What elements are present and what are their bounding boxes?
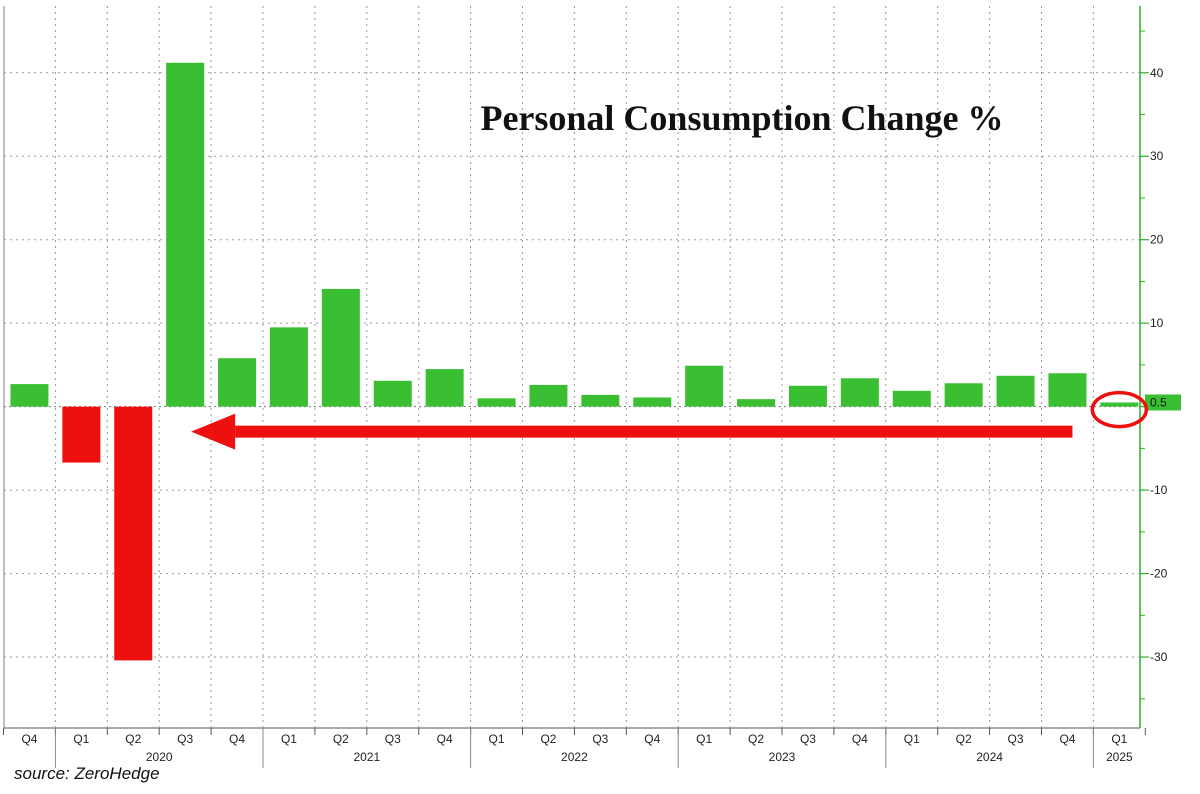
bar: [529, 384, 568, 407]
x-tick-label: Q3: [1008, 732, 1024, 746]
x-tick-label: Q3: [385, 732, 401, 746]
bar: [581, 394, 620, 407]
x-tick-label: Q3: [800, 732, 816, 746]
x-tick-label: Q1: [489, 732, 505, 746]
x-tick-label: Q4: [229, 732, 245, 746]
bar: [62, 406, 101, 463]
bar: [633, 397, 672, 407]
year-label: 2025: [1106, 750, 1133, 764]
y-tick-label: 20: [1150, 233, 1164, 247]
y-tick-label: -30: [1150, 650, 1168, 664]
bar: [685, 365, 724, 407]
year-label: 2023: [769, 750, 796, 764]
source-note: source: ZeroHedge: [14, 764, 160, 783]
y-tick-label: 40: [1150, 66, 1164, 80]
y-tick-label: 30: [1150, 149, 1164, 163]
annotation-circle: [1090, 390, 1149, 429]
bar: [1100, 402, 1139, 407]
chart-title: Personal Consumption Change %: [480, 98, 1003, 138]
bar: [1048, 373, 1087, 407]
x-tick-label: Q4: [1059, 732, 1075, 746]
x-tick-label: Q2: [956, 732, 972, 746]
last-value-tag: [1145, 394, 1181, 411]
x-tick-label: Q4: [644, 732, 660, 746]
bar: [269, 327, 308, 407]
bar: [218, 358, 257, 407]
bar: [840, 378, 879, 407]
last-value-label: 0.5: [1150, 395, 1167, 409]
bar: [425, 369, 464, 407]
x-tick-label: Q2: [333, 732, 349, 746]
x-tick-label: Q4: [21, 732, 37, 746]
bar: [166, 62, 205, 407]
x-tick-label: Q3: [592, 732, 608, 746]
x-tick-label: Q1: [696, 732, 712, 746]
y-tick-label: -10: [1150, 483, 1168, 497]
bar: [477, 398, 516, 407]
bar: [737, 399, 776, 407]
x-tick-label: Q1: [904, 732, 920, 746]
y-tick-label: 10: [1150, 316, 1164, 330]
bar: [892, 390, 931, 407]
annotation-arrow-shaft: [235, 425, 1073, 438]
bar: [996, 375, 1035, 407]
x-tick-label: Q2: [748, 732, 764, 746]
y-tick-label: -20: [1150, 567, 1168, 581]
annotation-arrow-head: [191, 413, 236, 450]
x-tick-label: Q3: [177, 732, 193, 746]
bar: [10, 384, 49, 407]
year-label: 2022: [561, 750, 588, 764]
year-label: 2021: [353, 750, 380, 764]
bar: [944, 383, 983, 407]
bar: [373, 380, 412, 407]
bar: [114, 406, 153, 661]
x-tick-label: Q2: [540, 732, 556, 746]
year-label: 2024: [976, 750, 1003, 764]
bar: [788, 385, 827, 407]
x-tick-label: Q2: [125, 732, 141, 746]
bar: [321, 288, 360, 407]
x-tick-label: Q4: [852, 732, 868, 746]
year-label: 2020: [146, 750, 173, 764]
x-tick-label: Q4: [437, 732, 453, 746]
x-tick-label: Q1: [73, 732, 89, 746]
x-tick-label: Q1: [281, 732, 297, 746]
x-tick-label: Q1: [1111, 732, 1127, 746]
